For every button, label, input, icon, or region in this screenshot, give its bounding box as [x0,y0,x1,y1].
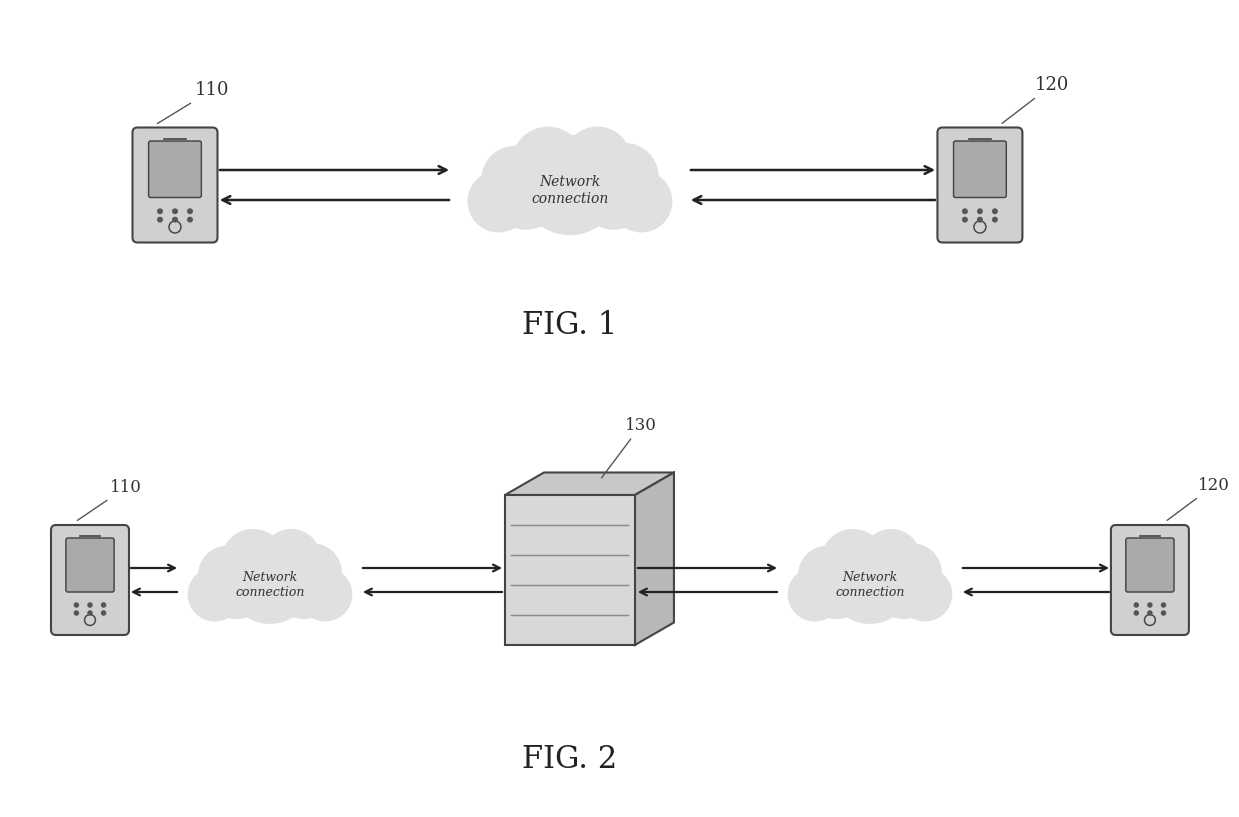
Circle shape [799,547,856,604]
Text: FIG. 1: FIG. 1 [523,310,617,341]
Circle shape [188,568,242,621]
Circle shape [611,172,672,232]
Text: 110: 110 [157,81,229,123]
FancyBboxPatch shape [51,525,129,635]
FancyBboxPatch shape [938,127,1022,243]
Circle shape [870,551,938,618]
Circle shape [88,603,92,607]
Circle shape [88,611,92,615]
Circle shape [222,529,284,592]
Circle shape [1134,603,1139,607]
Polygon shape [506,472,674,495]
Circle shape [157,217,162,222]
Circle shape [188,217,192,222]
Text: 120: 120 [1167,477,1230,520]
Circle shape [512,127,584,199]
Text: Network
connection: Network connection [835,571,904,599]
Circle shape [1147,603,1152,607]
FancyBboxPatch shape [506,495,634,645]
Circle shape [565,127,631,194]
Circle shape [172,209,177,213]
Circle shape [102,603,105,607]
Text: 110: 110 [77,479,142,520]
Circle shape [898,568,952,621]
Circle shape [978,217,983,222]
Circle shape [172,217,177,222]
Circle shape [520,136,620,234]
Circle shape [592,144,658,210]
Circle shape [188,209,192,213]
Circle shape [227,537,313,623]
Circle shape [992,217,997,222]
Circle shape [202,551,270,618]
Text: Network
connection: Network connection [532,176,608,206]
Circle shape [1134,611,1139,615]
Circle shape [468,172,529,232]
FancyBboxPatch shape [1111,525,1189,635]
Circle shape [803,551,870,618]
Text: 120: 120 [1002,76,1069,123]
Circle shape [157,209,162,213]
Circle shape [963,217,968,222]
FancyBboxPatch shape [1126,538,1175,592]
Circle shape [883,544,942,601]
Circle shape [263,529,320,587]
FancyBboxPatch shape [954,141,1006,198]
Circle shape [284,544,341,601]
Circle shape [299,568,352,621]
FancyBboxPatch shape [149,141,202,198]
Circle shape [482,146,548,212]
Circle shape [992,209,997,213]
Circle shape [963,209,968,213]
Circle shape [270,551,337,618]
Circle shape [826,537,913,623]
FancyBboxPatch shape [66,538,114,592]
Circle shape [1161,603,1166,607]
FancyBboxPatch shape [133,127,218,243]
Circle shape [1161,611,1166,615]
Circle shape [821,529,885,592]
Circle shape [102,611,105,615]
Text: 130: 130 [602,417,657,478]
Circle shape [74,611,78,615]
Text: FIG. 2: FIG. 2 [523,744,617,775]
Circle shape [487,152,565,229]
Circle shape [788,568,841,621]
Circle shape [74,603,78,607]
Circle shape [978,209,983,213]
Circle shape [862,529,921,587]
Circle shape [198,547,256,604]
Text: Network
connection: Network connection [235,571,305,599]
Circle shape [575,152,653,229]
Polygon shape [634,472,674,645]
Circle shape [1147,611,1152,615]
